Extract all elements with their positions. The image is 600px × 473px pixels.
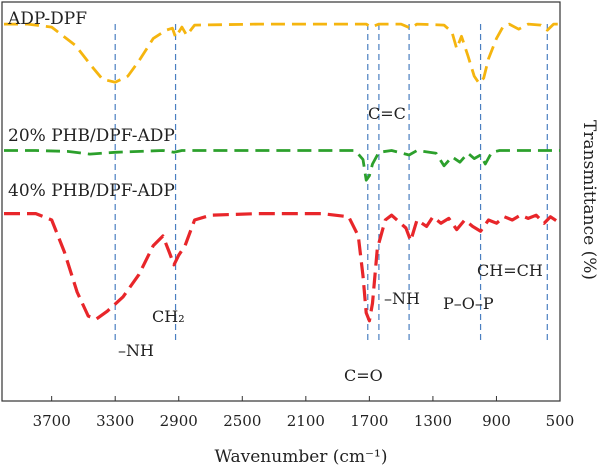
- x-tick-label-2900: 2900: [160, 412, 198, 430]
- plot-frame: [1, 1, 561, 402]
- x-axis-ticks: 3700 3300 2900 2500 2100 1700 1300 900 500: [33, 396, 575, 430]
- annotation-pop: P–O–P: [443, 294, 494, 313]
- series-lines: [4, 22, 561, 323]
- series-label-40pct: 40% PHB/DPF-ADP: [8, 181, 175, 201]
- x-tick-label-2100: 2100: [287, 412, 325, 430]
- series-label-20pct: 20% PHB/DPF-ADP: [8, 126, 175, 146]
- annotation-cc: C=C: [368, 104, 406, 123]
- y-axis-title: Transmittance (%): [579, 120, 599, 280]
- series-line-0: [4, 22, 560, 85]
- x-tick-label-1700: 1700: [350, 412, 388, 430]
- series-label-adp-dpf: ADP-DPF: [7, 9, 87, 29]
- x-tick-label-3700: 3700: [33, 412, 71, 430]
- series-line-2: [4, 212, 561, 323]
- x-tick-label-2500: 2500: [223, 412, 261, 430]
- annotation-co: C=O: [344, 366, 383, 385]
- annotation-chch: CH=CH: [477, 261, 543, 280]
- x-axis-title: Wavenumber (cm⁻¹): [215, 447, 388, 467]
- annotation-nh-1450: –NH: [384, 289, 420, 308]
- x-tick-label-900: 900: [482, 412, 511, 430]
- x-tick-label-1300: 1300: [414, 412, 452, 430]
- x-tick-label-500: 500: [546, 412, 575, 430]
- annotation-nh-3300: –NH: [118, 341, 154, 360]
- reference-lines: [114, 24, 548, 342]
- series-line-1: [4, 149, 560, 182]
- annotation-ch2: CH₂: [152, 307, 185, 326]
- x-tick-label-3300: 3300: [96, 412, 134, 430]
